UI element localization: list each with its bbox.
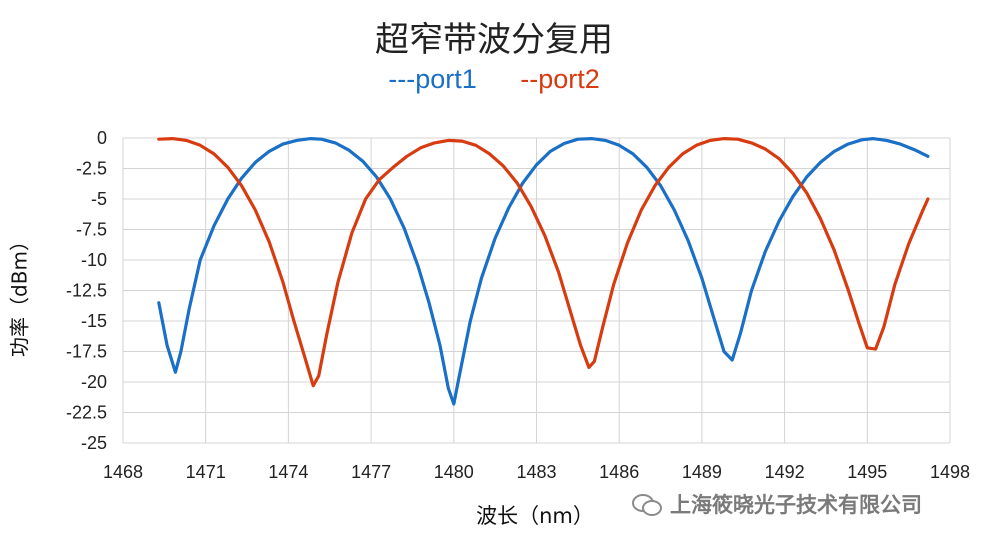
series-line-port1	[157, 137, 930, 406]
watermark: 上海筱晓光子技术有限公司	[632, 489, 922, 519]
wechat-icon	[632, 492, 662, 516]
y-tick-label: -2.5	[76, 159, 107, 179]
y-axis-label: 功率（dBm）	[7, 231, 32, 357]
legend: ---port1 --port2	[0, 64, 988, 95]
series-line-port2	[157, 137, 930, 388]
x-tick-label: 1477	[351, 462, 391, 482]
x-tick-label: 1474	[268, 462, 308, 482]
x-tick-label: 1468	[103, 462, 143, 482]
x-tick-label: 1489	[682, 462, 722, 482]
y-tick-label: -7.5	[76, 220, 107, 240]
x-tick-label: 1483	[516, 462, 556, 482]
legend-entry-port2: --port2	[520, 64, 600, 94]
chart-title: 超窄带波分复用	[375, 20, 613, 60]
x-tick-label: 1486	[599, 462, 639, 482]
x-tick-label: 1480	[434, 462, 474, 482]
x-axis-label: 波长（nm）	[476, 504, 594, 528]
y-tick-label: -12.5	[66, 281, 107, 301]
y-tick-label: -22.5	[66, 403, 107, 423]
grid	[122, 137, 951, 444]
tick-labels: 0 -2.5 -5 -7.5 -10 -12.5 -15 -17.5 -20 -22.5 -25 14…	[66, 128, 970, 482]
series-layer	[157, 137, 930, 406]
x-tick-label: 1498	[930, 462, 970, 482]
x-tick-label: 1471	[186, 462, 226, 482]
watermark-text: 上海筱晓光子技术有限公司	[670, 493, 922, 517]
y-tick-label: -5	[91, 189, 107, 209]
y-tick-label: -10	[81, 250, 107, 270]
y-tick-label: -20	[81, 372, 107, 392]
y-tick-label: -25	[81, 433, 107, 453]
legend-entry-port1: ---port1	[388, 64, 477, 94]
x-tick-label: 1495	[847, 462, 887, 482]
y-tick-label: -15	[81, 311, 107, 331]
y-tick-label: 0	[97, 128, 107, 148]
y-tick-label: -17.5	[66, 342, 107, 362]
x-tick-label: 1492	[765, 462, 805, 482]
